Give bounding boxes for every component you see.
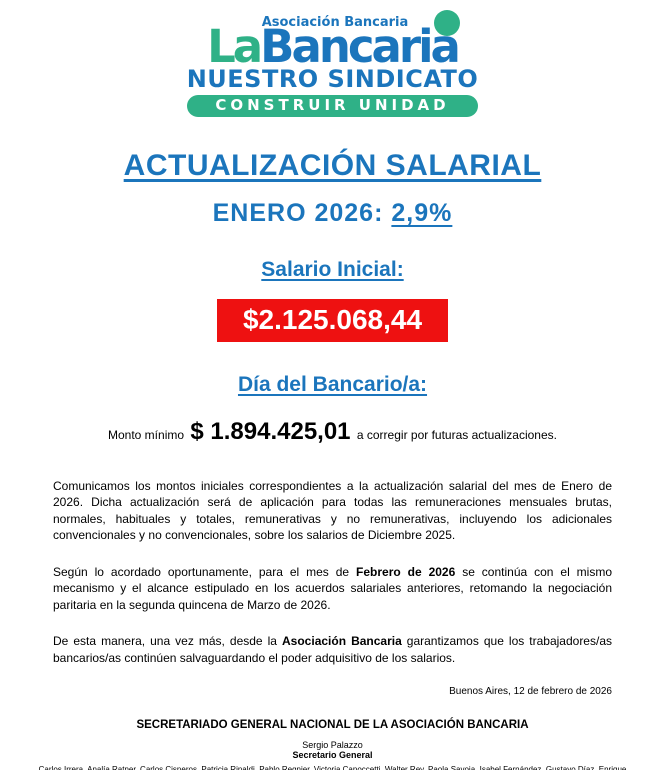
salary-amount-badge: $2.125.068,44	[216, 298, 449, 342]
paragraph-3-bold: Asociación Bancaria	[282, 634, 402, 649]
paragraph-2: Según lo acordado oportunamente, para el…	[53, 564, 612, 614]
logo-accent-circle-icon	[434, 10, 461, 36]
logo-tagline: Asociación Bancaria	[261, 15, 409, 30]
monto-prefix: Monto mínimo	[108, 427, 185, 442]
logo-banner-pill: CONSTRUIR UNIDAD	[186, 94, 479, 117]
month-line: ENERO 2026: 2,9%	[0, 199, 665, 228]
logo: Asociación Bancaria LaBancaria NUESTRO S…	[0, 0, 665, 117]
logo-subtitle: NUESTRO SINDICATO	[186, 64, 479, 93]
monto-suffix: a corregir por futuras actualizaciones.	[356, 427, 557, 442]
paragraph-3-text: De esta manera, una vez más, desde la	[53, 634, 283, 649]
secretariat-heading: SECRETARIADO GENERAL NACIONAL DE LA ASOC…	[136, 719, 529, 732]
members-list: Carlos Irrera, Analía Ratner, Carlos Cis…	[38, 765, 627, 770]
logo-wordmark: LaBancaria	[187, 24, 479, 69]
salario-inicial-heading: Salario Inicial:	[261, 257, 404, 281]
logo-word-bancaria: Bancaria	[260, 20, 461, 73]
logo-inner: Asociación Bancaria LaBancaria NUESTRO S…	[186, 10, 479, 117]
dia-bancario-heading: Día del Bancario/a:	[237, 372, 428, 396]
month-label: ENERO 2026:	[212, 198, 392, 227]
leader-title: Secretario General	[292, 750, 373, 761]
body-text: Comunicamos los montos iniciales corresp…	[53, 478, 612, 667]
paragraph-1: Comunicamos los montos iniciales corresp…	[53, 478, 612, 543]
paragraph-3-text-after: garantizamos que los trabajadores/as ban…	[53, 634, 612, 665]
leader-name: Sergio Palazzo	[302, 740, 363, 751]
logo-word-la: La	[207, 20, 263, 73]
paragraph-2-bold: Febrero de 2026	[356, 564, 456, 579]
monto-minimo-line: Monto mínimo $ 1.894.425,01 a corregir p…	[0, 418, 665, 446]
paragraph-2-text-after: se continúa con el mismo mecanismo y el …	[53, 564, 613, 612]
dateline: Buenos Aires, 12 de febrero de 2026	[449, 686, 612, 698]
monto-amount: $ 1.894.425,01	[190, 417, 351, 445]
month-percentage: 2,9%	[391, 198, 453, 227]
salary-amount-wrap: $2.125.068,44	[0, 298, 665, 342]
paragraph-2-text: Según lo acordado oportunamente, para el…	[53, 564, 357, 579]
paragraph-3: De esta manera, una vez más, desde la As…	[53, 633, 612, 666]
page-title: ACTUALIZACIÓN SALARIAL	[123, 148, 542, 182]
